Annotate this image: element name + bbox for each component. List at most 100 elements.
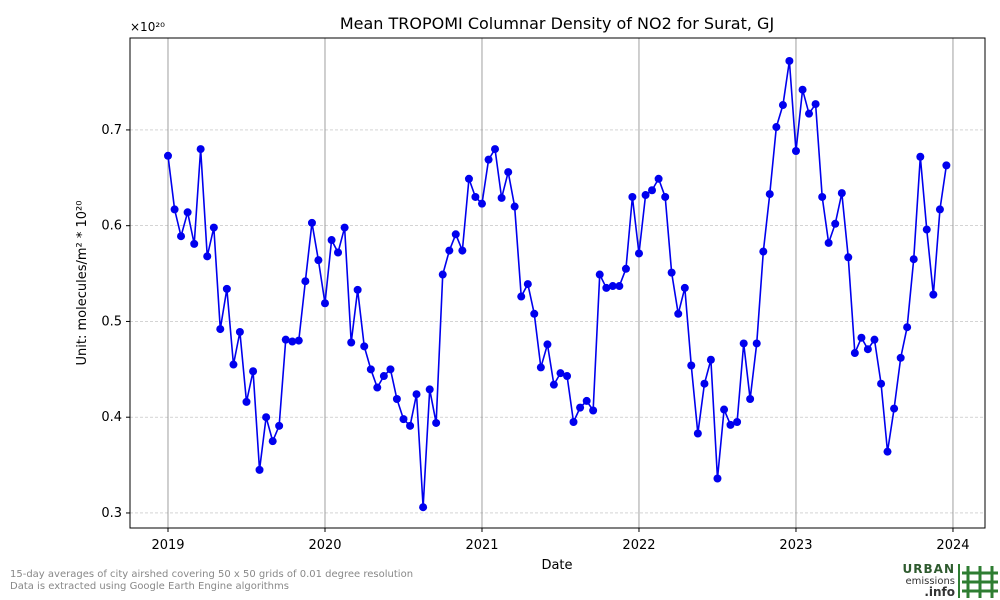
point: [621, 264, 630, 273]
point: [778, 101, 787, 110]
point: [379, 372, 388, 381]
point: [654, 174, 663, 183]
point: [314, 256, 323, 265]
point: [386, 365, 395, 374]
x-axis-label: Date: [541, 558, 572, 573]
point: [935, 205, 944, 214]
point: [327, 236, 336, 245]
point: [549, 380, 558, 389]
point: [877, 379, 886, 388]
logo-text: URBAN: [903, 562, 955, 576]
point: [432, 418, 441, 427]
point: [648, 186, 657, 195]
point: [909, 255, 918, 264]
point: [484, 155, 493, 164]
chart-title: Mean TROPOMI Columnar Density of NO2 for…: [340, 14, 774, 33]
point: [693, 429, 702, 438]
point: [661, 192, 670, 201]
point: [229, 360, 238, 369]
point: [366, 365, 375, 374]
x-tick-label: 2019: [151, 538, 184, 553]
point: [713, 474, 722, 483]
y-tick-label: 0.6: [101, 219, 122, 234]
point: [818, 192, 827, 201]
point: [262, 413, 271, 422]
point: [353, 285, 362, 294]
point: [406, 421, 415, 430]
logo: URBAN emissions .info: [903, 562, 998, 599]
point: [530, 309, 539, 318]
point: [831, 219, 840, 228]
point: [595, 270, 604, 279]
point: [608, 282, 617, 291]
y-tick-label: 0.5: [101, 314, 122, 329]
point: [582, 396, 591, 405]
point: [412, 390, 421, 399]
point: [294, 336, 303, 345]
point: [700, 379, 709, 388]
point: [347, 338, 356, 347]
point: [811, 100, 820, 109]
point: [504, 168, 513, 177]
point: [759, 247, 768, 256]
point: [746, 395, 755, 404]
point: [216, 325, 225, 334]
point: [222, 284, 231, 293]
point: [249, 367, 258, 376]
point: [451, 230, 460, 239]
point: [942, 161, 951, 170]
point: [288, 337, 297, 346]
point: [850, 349, 859, 358]
point: [674, 309, 683, 318]
point: [392, 395, 401, 404]
point: [863, 345, 872, 354]
point: [733, 417, 742, 426]
point: [307, 218, 316, 227]
point: [785, 56, 794, 65]
point: [844, 253, 853, 262]
point: [497, 193, 506, 202]
x-tick-label: 2021: [465, 538, 498, 553]
point: [255, 465, 264, 474]
point: [765, 190, 774, 199]
point: [281, 335, 290, 344]
footnote: 15-day averages of city airshed covering…: [10, 569, 413, 580]
point: [334, 248, 343, 257]
point: [523, 280, 532, 289]
point: [464, 174, 473, 183]
point: [242, 397, 251, 406]
point: [687, 361, 696, 370]
point: [824, 238, 833, 247]
point: [857, 333, 866, 342]
series-line: [167, 60, 948, 508]
point: [706, 355, 715, 364]
x-tick-label: 2020: [308, 538, 341, 553]
point: [471, 192, 480, 201]
point: [477, 199, 486, 208]
point: [739, 339, 748, 348]
point: [340, 223, 349, 232]
point: [425, 385, 434, 394]
point: [163, 151, 172, 160]
point: [190, 239, 199, 248]
footnote: Data is extracted using Google Earth Eng…: [10, 581, 289, 592]
point: [438, 270, 447, 279]
point: [458, 246, 467, 255]
point: [589, 406, 598, 415]
point: [916, 152, 925, 161]
point: [556, 369, 565, 378]
point: [680, 283, 689, 292]
point: [373, 383, 382, 392]
point: [170, 205, 179, 214]
point: [177, 232, 186, 241]
point: [791, 146, 800, 155]
point: [399, 415, 408, 424]
point: [268, 437, 277, 446]
point: [445, 246, 454, 255]
point: [536, 363, 545, 372]
point: [883, 447, 892, 456]
point: [641, 191, 650, 200]
point: [798, 85, 807, 94]
point: [890, 404, 899, 413]
point: [203, 252, 212, 261]
